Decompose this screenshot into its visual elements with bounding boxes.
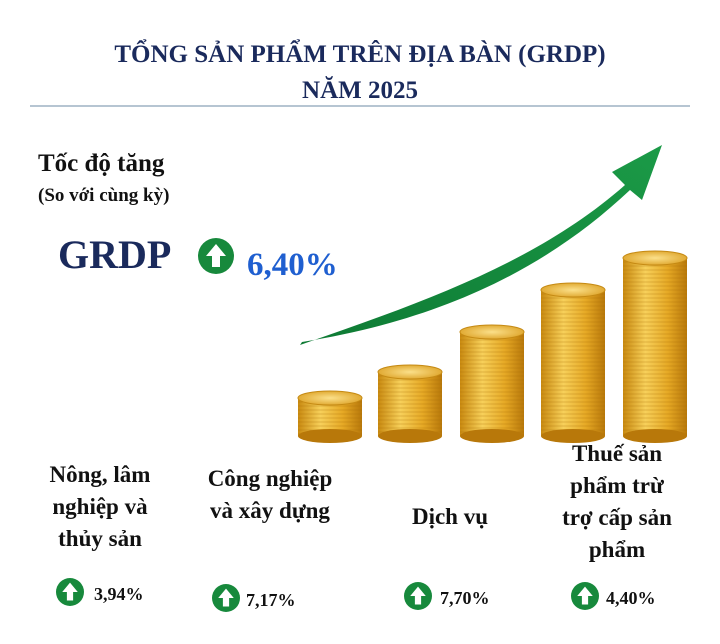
icon-arrow [577,586,593,605]
sector-label: phẩm [589,537,645,562]
sector-label: thủy sản [58,526,142,551]
sector-label: Công nghiệp [208,466,333,491]
up-icon [198,238,234,274]
sector-value: 4,40% [606,588,656,608]
coin-bottom [298,429,362,443]
icon-arrow [218,588,234,607]
coin-top [377,364,443,380]
sector-label: và xây dựng [210,498,330,523]
title: NĂM 2025 [302,76,418,104]
coin-top [297,390,363,406]
up-icon [404,582,432,610]
title: TỔNG SẢN PHẨM TRÊN ĐỊA BÀN (GRDP) [114,39,605,68]
sector-label: Dịch vụ [412,504,488,529]
growth-value: 6,40% [247,247,338,283]
icon-arrow [62,582,78,601]
coin-bottom [541,429,605,443]
sector-value: 7,17% [246,590,296,610]
up-icon [571,582,599,610]
coin-bottom [623,429,687,443]
coin-stacks [297,250,688,443]
coin-bottom [460,429,524,443]
coin-bottom [378,429,442,443]
sector-label: phẩm trừ [570,473,665,498]
coin-body [623,258,687,436]
coin-body [541,290,605,436]
icon-arrow [206,244,226,267]
sector-label: nghiệp và [52,494,148,519]
coin-top [459,324,525,340]
sector-label: trợ cấp sản [562,505,672,530]
sector-label: Nông, lâm [50,462,151,487]
growth-name: GRDP [58,232,171,277]
growth-label: Tốc độ tăng [38,150,165,177]
coin-top [622,250,688,266]
sector-value: 7,70% [440,588,490,608]
trend-arrow [300,145,662,345]
icon-arrow [410,586,426,605]
growth-sublabel: (So với cùng kỳ) [38,185,169,206]
coin-top [540,282,606,298]
up-icon [56,578,84,606]
sector-label: Thuế sản [572,441,662,466]
up-icon [212,584,240,612]
sector-value: 3,94% [94,584,144,604]
